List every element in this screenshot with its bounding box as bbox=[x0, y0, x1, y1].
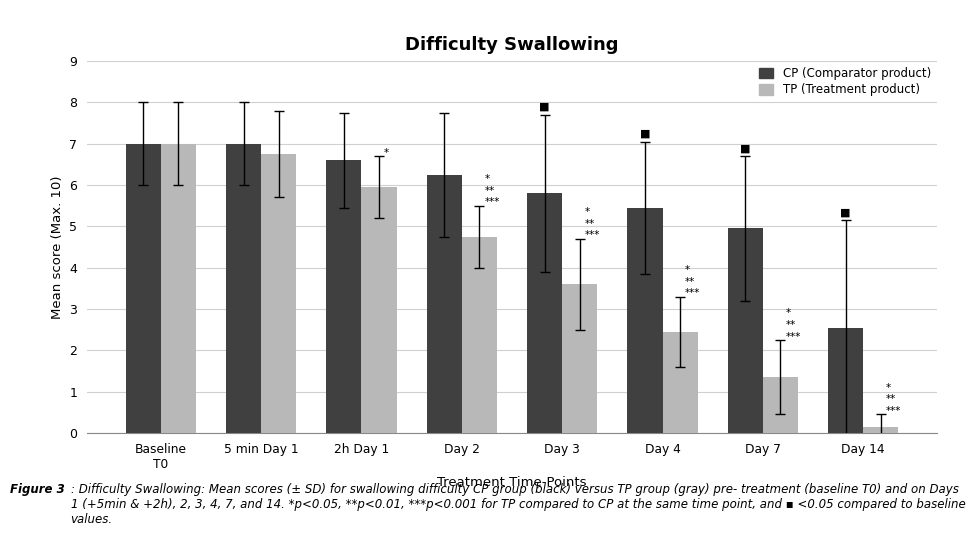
Text: *: * bbox=[584, 207, 590, 217]
Bar bbox=[327, 160, 361, 433]
Text: : Difficulty Swallowing: Mean scores (± SD) for swallowing difficulty CP group (: : Difficulty Swallowing: Mean scores (± … bbox=[71, 483, 965, 526]
Bar bbox=[361, 187, 397, 433]
Text: ***: *** bbox=[584, 230, 600, 240]
Bar bbox=[261, 154, 297, 433]
Text: *: * bbox=[685, 265, 691, 275]
Text: **: ** bbox=[785, 320, 796, 330]
Text: **: ** bbox=[886, 395, 896, 405]
Text: **: ** bbox=[685, 277, 696, 287]
Y-axis label: Mean score (Max. 10): Mean score (Max. 10) bbox=[50, 175, 64, 319]
Bar bbox=[828, 327, 864, 433]
Bar bbox=[763, 377, 798, 433]
Bar bbox=[727, 229, 763, 433]
Bar bbox=[527, 193, 562, 433]
Bar bbox=[663, 332, 697, 433]
Text: ■: ■ bbox=[740, 143, 751, 153]
Legend: CP (Comparator product), TP (Treatment product): CP (Comparator product), TP (Treatment p… bbox=[759, 67, 931, 97]
Bar bbox=[160, 144, 196, 433]
X-axis label: Treatment Time-Points: Treatment Time-Points bbox=[438, 476, 586, 489]
Bar bbox=[126, 144, 160, 433]
Bar bbox=[562, 284, 597, 433]
Text: Figure 3: Figure 3 bbox=[10, 483, 65, 496]
Text: ■: ■ bbox=[539, 102, 550, 112]
Bar bbox=[627, 208, 663, 433]
Text: *: * bbox=[886, 383, 891, 393]
Text: ■: ■ bbox=[840, 207, 851, 217]
Bar bbox=[864, 427, 898, 433]
Text: *: * bbox=[484, 174, 490, 184]
Text: **: ** bbox=[484, 186, 495, 196]
Text: **: ** bbox=[584, 219, 595, 229]
Text: ***: *** bbox=[484, 198, 499, 208]
Bar bbox=[462, 236, 497, 433]
Bar bbox=[427, 175, 462, 433]
Text: ***: *** bbox=[886, 406, 901, 416]
Text: *: * bbox=[785, 309, 790, 319]
Text: *: * bbox=[384, 148, 389, 158]
Title: Difficulty Swallowing: Difficulty Swallowing bbox=[405, 36, 619, 54]
Text: ***: *** bbox=[685, 288, 700, 298]
Text: ■: ■ bbox=[639, 129, 650, 139]
Text: ***: *** bbox=[785, 332, 801, 342]
Bar bbox=[226, 144, 261, 433]
